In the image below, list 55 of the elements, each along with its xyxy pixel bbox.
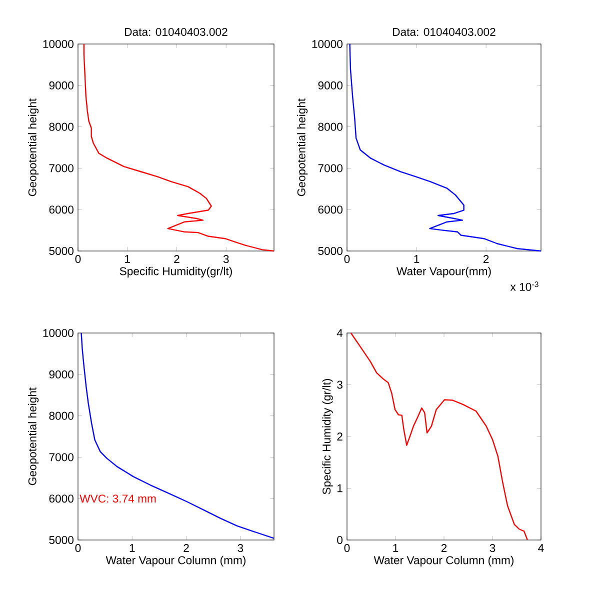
line-series — [349, 43, 542, 252]
y-tick-label: 8000 — [318, 122, 343, 131]
x-tick-label: 2 — [174, 255, 180, 263]
x-tick-label: 3 — [223, 255, 229, 264]
x-tick-label: 4 — [538, 544, 544, 552]
y-tick-label: 10000 — [43, 329, 74, 338]
annotation: WVC: 3.74 mm — [80, 494, 156, 503]
y-tick-label: 6000 — [318, 206, 343, 214]
y-axis-title: Specific Humidity (gr/lt) — [322, 378, 333, 494]
y-tick-label: 7000 — [49, 164, 74, 172]
line-series — [80, 332, 275, 539]
y-tick-label: 7000 — [49, 453, 74, 462]
y-tick-label: 0 — [337, 536, 343, 544]
y-tick-label: 10000 — [43, 40, 74, 48]
y-tick-label: 9000 — [49, 81, 74, 90]
x-tick-label: 0 — [344, 255, 350, 264]
x-tick-label: 1 — [130, 544, 135, 552]
x-tick-label: 2 — [483, 255, 489, 263]
y-tick-label: 10000 — [312, 40, 343, 48]
x-tick-label: 1 — [414, 255, 420, 263]
y-tick-label: 4 — [336, 329, 343, 337]
x-tick-label: 3 — [238, 544, 244, 552]
line-series — [83, 43, 275, 252]
y-tick-label: 5000 — [49, 536, 74, 544]
y-axis-title: Geopotential height — [297, 98, 308, 196]
x-axis-title: Water Vapour(mm) — [396, 266, 491, 278]
x-tick-label: 3 — [490, 544, 496, 552]
line-series — [350, 332, 528, 541]
x-axis-title: Water Vapour Column (mm) — [106, 556, 246, 566]
y-tick-label: 1 — [338, 484, 342, 492]
y-axis-title: Geopotential height — [28, 98, 39, 196]
x-tick-label: 1 — [393, 544, 398, 552]
x-tick-label: 0 — [344, 544, 350, 552]
chart-title: Data: 01040403.002 — [125, 28, 228, 36]
y-tick-label: 9000 — [318, 81, 343, 90]
x-tick-label: 2 — [184, 544, 189, 552]
y-tick-label: 2 — [337, 432, 342, 440]
x-axis-title: Water Vapour Column (mm) — [374, 556, 514, 566]
y-tick-label: 6000 — [49, 494, 74, 503]
y-tick-label: 6000 — [49, 206, 74, 214]
x-axis-title: Specific Humidity(gr/lt) — [120, 266, 232, 278]
y-tick-label: 7000 — [318, 164, 343, 172]
x-tick-label: 1 — [125, 255, 130, 263]
x-tick-label: 0 — [75, 255, 81, 264]
y-tick-label: 3 — [337, 380, 342, 389]
text: x 10$^{-3}$ — [510, 281, 538, 291]
y-axis-title: Geopotential height — [28, 387, 39, 486]
y-tick-label: 9000 — [49, 370, 74, 378]
x-tick-label: 0 — [75, 544, 81, 552]
x-tick-label: 2 — [441, 544, 447, 552]
y-tick-label: 8000 — [49, 412, 74, 420]
y-tick-label: 5000 — [49, 246, 74, 255]
y-tick-label: 5000 — [318, 246, 343, 255]
y-tick-label: 8000 — [49, 122, 74, 131]
chart-title: Data: 01040403.002 — [393, 28, 496, 36]
